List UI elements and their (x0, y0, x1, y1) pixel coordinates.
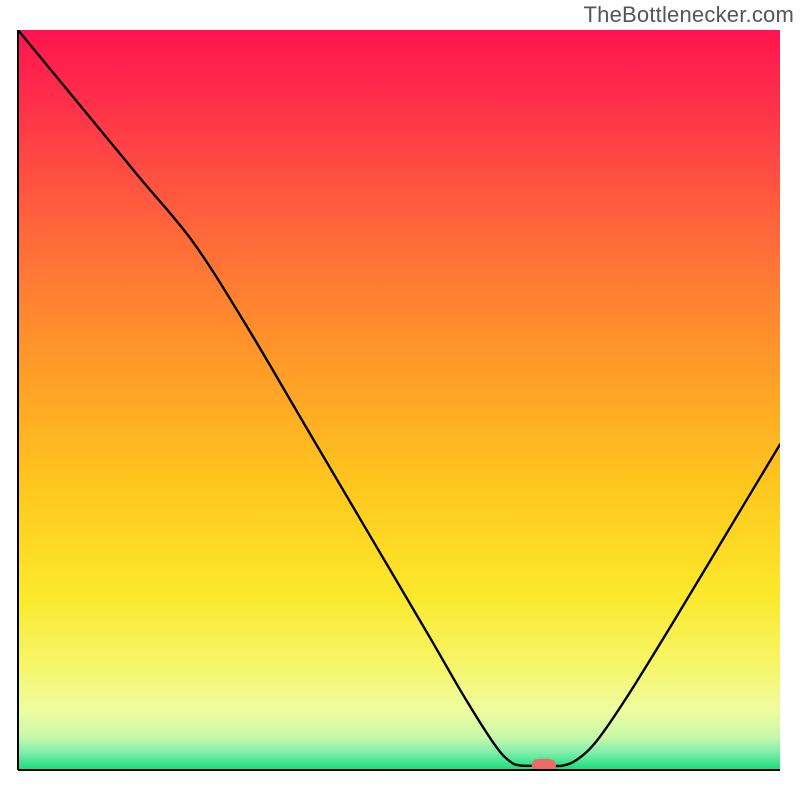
watermark-text: TheBottlenecker.com (584, 2, 794, 28)
plot-area (18, 30, 780, 772)
bottleneck-chart-container: TheBottlenecker.com (0, 0, 800, 800)
chart-background (18, 30, 780, 770)
bottleneck-chart-svg (0, 0, 800, 800)
